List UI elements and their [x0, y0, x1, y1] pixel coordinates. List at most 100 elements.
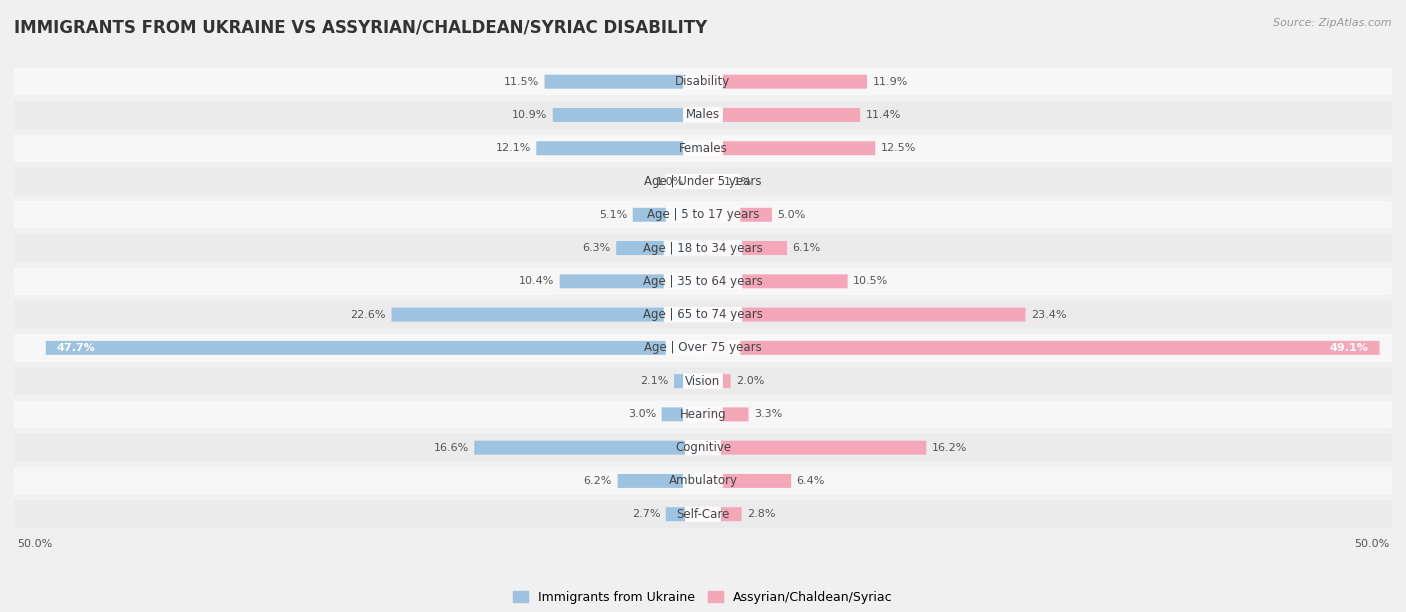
Text: Males: Males — [686, 108, 720, 121]
FancyBboxPatch shape — [683, 74, 723, 89]
FancyBboxPatch shape — [683, 141, 723, 156]
Text: 2.8%: 2.8% — [747, 509, 776, 519]
FancyBboxPatch shape — [683, 373, 723, 389]
Text: 3.0%: 3.0% — [628, 409, 657, 419]
Text: Age | 65 to 74 years: Age | 65 to 74 years — [643, 308, 763, 321]
FancyBboxPatch shape — [616, 241, 703, 255]
Text: 3.3%: 3.3% — [754, 409, 782, 419]
FancyBboxPatch shape — [703, 341, 1379, 355]
FancyBboxPatch shape — [664, 241, 742, 256]
Text: 6.2%: 6.2% — [583, 476, 612, 486]
FancyBboxPatch shape — [689, 174, 703, 188]
FancyBboxPatch shape — [14, 301, 1392, 328]
FancyBboxPatch shape — [14, 168, 1392, 195]
FancyBboxPatch shape — [664, 307, 742, 323]
FancyBboxPatch shape — [665, 207, 741, 222]
FancyBboxPatch shape — [14, 468, 1392, 494]
FancyBboxPatch shape — [662, 408, 703, 422]
Text: Source: ZipAtlas.com: Source: ZipAtlas.com — [1274, 18, 1392, 28]
FancyBboxPatch shape — [665, 340, 741, 356]
FancyBboxPatch shape — [14, 201, 1392, 228]
Text: 50.0%: 50.0% — [1354, 539, 1389, 549]
FancyBboxPatch shape — [703, 208, 772, 222]
FancyBboxPatch shape — [14, 267, 1392, 295]
Text: Age | Over 75 years: Age | Over 75 years — [644, 341, 762, 354]
Text: Ambulatory: Ambulatory — [668, 474, 738, 487]
FancyBboxPatch shape — [14, 234, 1392, 262]
FancyBboxPatch shape — [683, 407, 723, 422]
FancyBboxPatch shape — [703, 241, 787, 255]
FancyBboxPatch shape — [474, 441, 703, 455]
FancyBboxPatch shape — [703, 274, 848, 288]
Text: Hearing: Hearing — [679, 408, 727, 421]
Text: 1.1%: 1.1% — [724, 176, 752, 187]
FancyBboxPatch shape — [673, 374, 703, 388]
Text: 5.0%: 5.0% — [778, 210, 806, 220]
Text: 10.5%: 10.5% — [853, 276, 889, 286]
Text: 47.7%: 47.7% — [56, 343, 96, 353]
Text: 6.1%: 6.1% — [793, 243, 821, 253]
Text: Cognitive: Cognitive — [675, 441, 731, 454]
Text: 11.4%: 11.4% — [866, 110, 901, 120]
Text: 23.4%: 23.4% — [1031, 310, 1066, 319]
FancyBboxPatch shape — [685, 507, 721, 522]
Text: Self-Care: Self-Care — [676, 508, 730, 521]
FancyBboxPatch shape — [560, 274, 703, 288]
Text: 12.1%: 12.1% — [495, 143, 531, 153]
Text: 1.0%: 1.0% — [655, 176, 683, 187]
FancyBboxPatch shape — [553, 108, 703, 122]
Text: 2.7%: 2.7% — [631, 509, 661, 519]
FancyBboxPatch shape — [683, 107, 723, 122]
FancyBboxPatch shape — [392, 308, 703, 321]
FancyBboxPatch shape — [617, 474, 703, 488]
FancyBboxPatch shape — [14, 434, 1392, 461]
FancyBboxPatch shape — [14, 102, 1392, 129]
Text: 12.5%: 12.5% — [880, 143, 917, 153]
FancyBboxPatch shape — [683, 473, 723, 488]
Text: 49.1%: 49.1% — [1330, 343, 1368, 353]
FancyBboxPatch shape — [14, 401, 1392, 428]
Text: 50.0%: 50.0% — [17, 539, 52, 549]
Text: Vision: Vision — [685, 375, 721, 387]
FancyBboxPatch shape — [703, 507, 741, 521]
Text: Age | 5 to 17 years: Age | 5 to 17 years — [647, 208, 759, 222]
FancyBboxPatch shape — [666, 507, 703, 521]
Text: Age | 35 to 64 years: Age | 35 to 64 years — [643, 275, 763, 288]
FancyBboxPatch shape — [703, 308, 1025, 321]
Text: Age | 18 to 34 years: Age | 18 to 34 years — [643, 242, 763, 255]
Text: 11.5%: 11.5% — [503, 76, 538, 87]
FancyBboxPatch shape — [14, 501, 1392, 528]
Text: 22.6%: 22.6% — [350, 310, 387, 319]
Text: 16.6%: 16.6% — [433, 442, 468, 453]
Text: 11.9%: 11.9% — [873, 76, 908, 87]
FancyBboxPatch shape — [703, 374, 731, 388]
Text: 6.3%: 6.3% — [582, 243, 610, 253]
Text: 10.9%: 10.9% — [512, 110, 547, 120]
Text: 5.1%: 5.1% — [599, 210, 627, 220]
Text: Age | Under 5 years: Age | Under 5 years — [644, 175, 762, 188]
FancyBboxPatch shape — [703, 441, 927, 455]
FancyBboxPatch shape — [703, 108, 860, 122]
FancyBboxPatch shape — [14, 68, 1392, 95]
FancyBboxPatch shape — [544, 75, 703, 89]
Text: 2.0%: 2.0% — [737, 376, 765, 386]
FancyBboxPatch shape — [664, 274, 742, 289]
FancyBboxPatch shape — [703, 141, 875, 155]
FancyBboxPatch shape — [633, 208, 703, 222]
FancyBboxPatch shape — [536, 141, 703, 155]
FancyBboxPatch shape — [14, 367, 1392, 395]
Text: 16.2%: 16.2% — [932, 442, 967, 453]
Legend: Immigrants from Ukraine, Assyrian/Chaldean/Syriac: Immigrants from Ukraine, Assyrian/Chalde… — [509, 586, 897, 609]
FancyBboxPatch shape — [703, 408, 748, 422]
FancyBboxPatch shape — [685, 440, 721, 455]
FancyBboxPatch shape — [14, 334, 1392, 362]
Text: Disability: Disability — [675, 75, 731, 88]
FancyBboxPatch shape — [703, 474, 792, 488]
FancyBboxPatch shape — [665, 174, 741, 189]
Text: IMMIGRANTS FROM UKRAINE VS ASSYRIAN/CHALDEAN/SYRIAC DISABILITY: IMMIGRANTS FROM UKRAINE VS ASSYRIAN/CHAL… — [14, 18, 707, 36]
FancyBboxPatch shape — [703, 75, 868, 89]
Text: Females: Females — [679, 142, 727, 155]
Text: 2.1%: 2.1% — [640, 376, 669, 386]
FancyBboxPatch shape — [14, 135, 1392, 162]
Text: 6.4%: 6.4% — [797, 476, 825, 486]
